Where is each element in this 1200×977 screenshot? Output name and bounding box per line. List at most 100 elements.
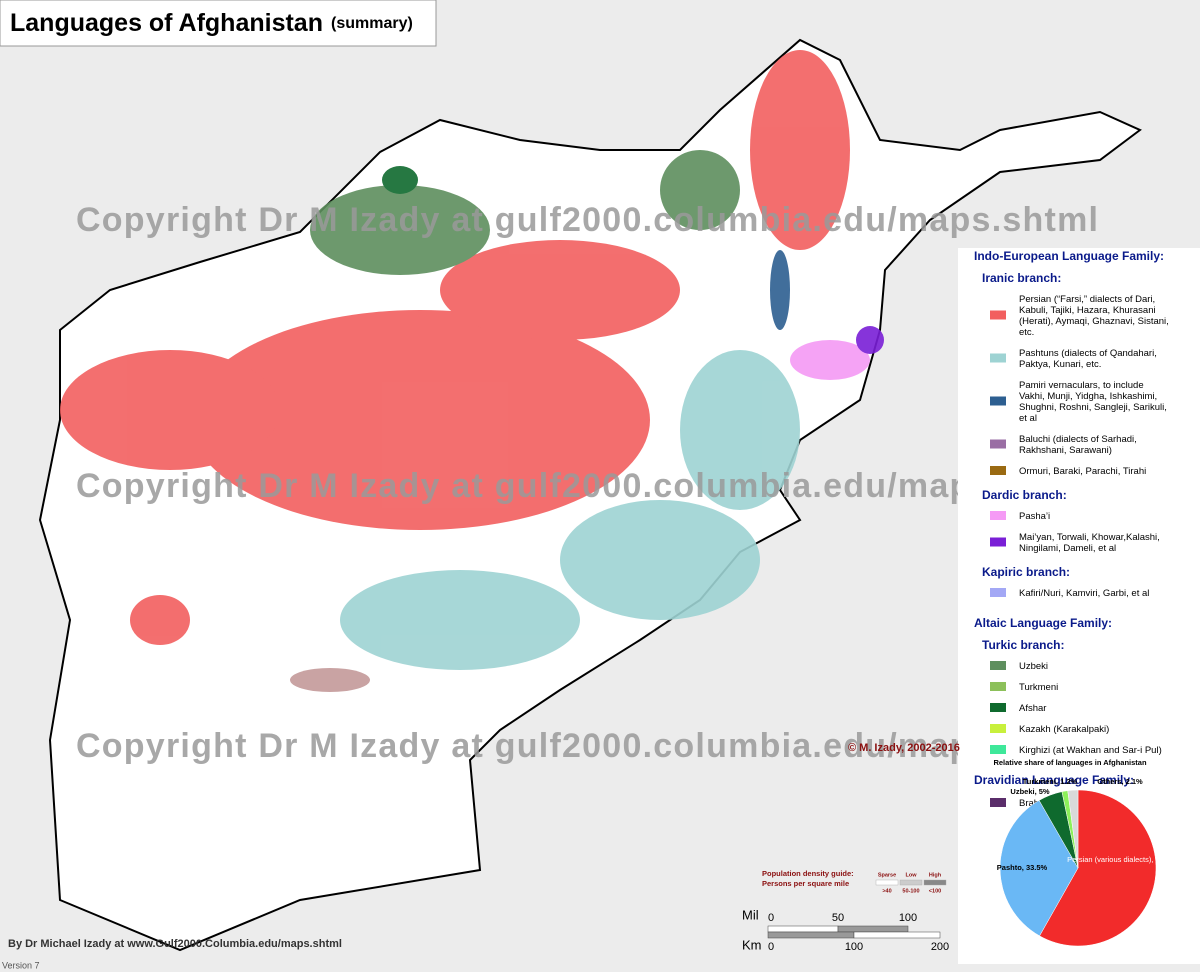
- scale-tick-label: 50: [832, 912, 844, 924]
- legend-label-line: Paktya, Kunari, etc.: [1019, 358, 1101, 369]
- scale-bar: Mil Km 0 50 100 0 100 200: [742, 907, 949, 952]
- area-pashai: [790, 340, 870, 380]
- legend-label-line: Persian (“Farsi,” dialects of Dari,: [1019, 294, 1155, 305]
- legend-swatch: [990, 511, 1006, 520]
- scale-segment: [767, 925, 839, 933]
- legend-swatch: [990, 798, 1006, 807]
- legend-swatch: [990, 682, 1006, 691]
- scale-segment: [853, 931, 941, 939]
- legend-label-line: Ormuri, Baraki, Parachi, Tirahi: [1019, 466, 1146, 477]
- legend-swatch: [990, 703, 1006, 712]
- legend-group-title: Kapiric branch:: [982, 565, 1070, 579]
- legend-swatch: [990, 588, 1006, 597]
- scale-tick-label: 100: [845, 941, 863, 953]
- area-persian: [190, 310, 650, 530]
- legend-label-line: Ningilami, Dameli, et al: [1019, 542, 1116, 553]
- legend-label: Kafiri/Nuri, Kamviri, Garbi, et al: [1019, 588, 1149, 599]
- legend-label: Persian (“Farsi,” dialects of Dari, Kabul…: [1019, 294, 1169, 338]
- area-uzbeki: [660, 150, 740, 230]
- area-baluchi: [290, 668, 370, 692]
- legend-section-title: Indo-European Language Family:: [974, 249, 1164, 263]
- scale-segment: [767, 931, 855, 939]
- legend-group-title: Dardic branch:: [982, 488, 1067, 502]
- title-box: [0, 0, 437, 47]
- scale-unit: Km: [742, 937, 762, 952]
- pie-label: Others, 2.1%: [1097, 777, 1143, 786]
- legend-label: Pasha’i: [1019, 511, 1050, 522]
- watermark: Copyright Dr M Izady at gulf2000.columbi…: [76, 201, 1098, 239]
- legend-swatch: [990, 353, 1006, 363]
- title-main: Languages of Afghanistan: [10, 9, 323, 37]
- legend-group-title: Turkic branch:: [982, 638, 1064, 652]
- area-persian: [440, 240, 680, 340]
- density-guide: Population density guide:Persons per squ…: [762, 869, 947, 894]
- legend-swatch: [990, 745, 1006, 754]
- legend-label-line: etc.: [1019, 326, 1034, 337]
- scale-tick-label: 200: [931, 941, 949, 953]
- legend: Indo-European Language Family: Iranic bra…: [974, 249, 1169, 808]
- legend-label: Pashtuns (dialects of Qandahari, Paktya, …: [1019, 348, 1157, 370]
- watermarks: Copyright Dr M Izady at gulf2000.columbi…: [76, 201, 1098, 765]
- density-level: Low: [906, 872, 918, 878]
- legend-label: Pamiri vernaculars, to include Vakhi, Mun…: [1019, 380, 1167, 424]
- legend-label-line: Brahu’i: [1019, 798, 1049, 809]
- area-pashto: [560, 500, 760, 620]
- area-pamiri: [770, 250, 790, 330]
- legend-label-line: et al: [1019, 412, 1037, 423]
- legend-label: Ormuri, Baraki, Parachi, Tirahi: [1019, 466, 1146, 477]
- scale-tick-label: 0: [768, 941, 774, 953]
- area-pashto: [680, 350, 800, 510]
- legend-section-title: Dravidian Language Family:: [974, 773, 1134, 787]
- legend-label-line: Kazakh (Karakalpaki): [1019, 724, 1109, 735]
- credit: By Dr Michael Izady at www.Gulf2000.Colu…: [8, 938, 342, 950]
- legend-label-line: Afshar: [1019, 703, 1046, 714]
- legend-swatch: [990, 661, 1006, 670]
- title: Languages of Afghanistan (summary): [10, 9, 413, 37]
- density-range: <100: [929, 888, 941, 894]
- legend-label-line: Uzbeki: [1019, 661, 1048, 672]
- area-dardic: [856, 326, 884, 354]
- legend-label-line: Turkmeni: [1019, 682, 1058, 693]
- legend-swatch: [990, 310, 1006, 320]
- density-range: 50-100: [902, 888, 919, 894]
- watermark: Copyright Dr M Izady at gulf2000.columbi…: [76, 727, 1098, 765]
- country-outline: [38, 38, 1142, 952]
- legend-label-line: Mai’yan, Torwali, Khowar,Kalashi,: [1019, 532, 1160, 543]
- legend-swatch: [990, 466, 1006, 475]
- area-persian: [60, 350, 280, 470]
- scale-unit: Mil: [742, 907, 759, 922]
- legend-label-line: Kabuli, Tajiki, Hazara, Khurasani: [1019, 304, 1156, 315]
- pie-slice: [1067, 789, 1079, 869]
- area-afshar: [382, 166, 418, 194]
- legend-swatch: [990, 396, 1006, 406]
- density-swatch: [899, 879, 923, 886]
- legend-label-line: Vakhi, Munji, Yidgha, Ishkashimi,: [1019, 390, 1157, 401]
- legend-swatch: [990, 439, 1006, 449]
- legend-label-line: Pamiri vernaculars, to include: [1019, 380, 1144, 391]
- legend-group-title: Iranic branch:: [982, 271, 1061, 285]
- legend-swatch: [990, 724, 1006, 733]
- legend-label-line: Kafiri/Nuri, Kamviri, Garbi, et al: [1019, 588, 1149, 599]
- area-persian: [750, 50, 850, 250]
- legend-label-line: Rakhshani, Sarawani): [1019, 444, 1112, 455]
- pie-label: Pashto, 33.5%: [997, 863, 1048, 872]
- density-subtitle: Persons per square mile: [762, 879, 849, 888]
- copyright: © M. Izady, 2002-2016: [848, 742, 960, 754]
- subtitle: (summary): [331, 15, 413, 32]
- pie-title: Relative share of languages in Afghanist…: [993, 758, 1147, 767]
- pie-label: Turkmeni, 1.2%: [1023, 777, 1078, 786]
- legend-label: Turkmeni: [1019, 682, 1058, 693]
- legend-label-line: Pasha’i: [1019, 511, 1050, 522]
- legend-swatch: [990, 537, 1006, 547]
- pie-label: Persian (various dialects), 58.2%: [1067, 855, 1177, 864]
- legend-label: Afshar: [1019, 703, 1046, 714]
- pie-chart: Relative share of languages in Afghanist…: [993, 758, 1177, 947]
- legend-label: Mai’yan, Torwali, Khowar,Kalashi, Ningila…: [1019, 532, 1160, 554]
- density-range: >40: [882, 888, 891, 894]
- legend-label: Kazakh (Karakalpaki): [1019, 724, 1109, 735]
- legend-label: Brahu’i: [1019, 798, 1049, 809]
- legend-label-line: Shughni, Roshni, Sangleji, Sarikuli,: [1019, 401, 1167, 412]
- area-persian: [130, 595, 190, 645]
- legend-label-line: Pashtuns (dialects of Qandahari,: [1019, 348, 1157, 359]
